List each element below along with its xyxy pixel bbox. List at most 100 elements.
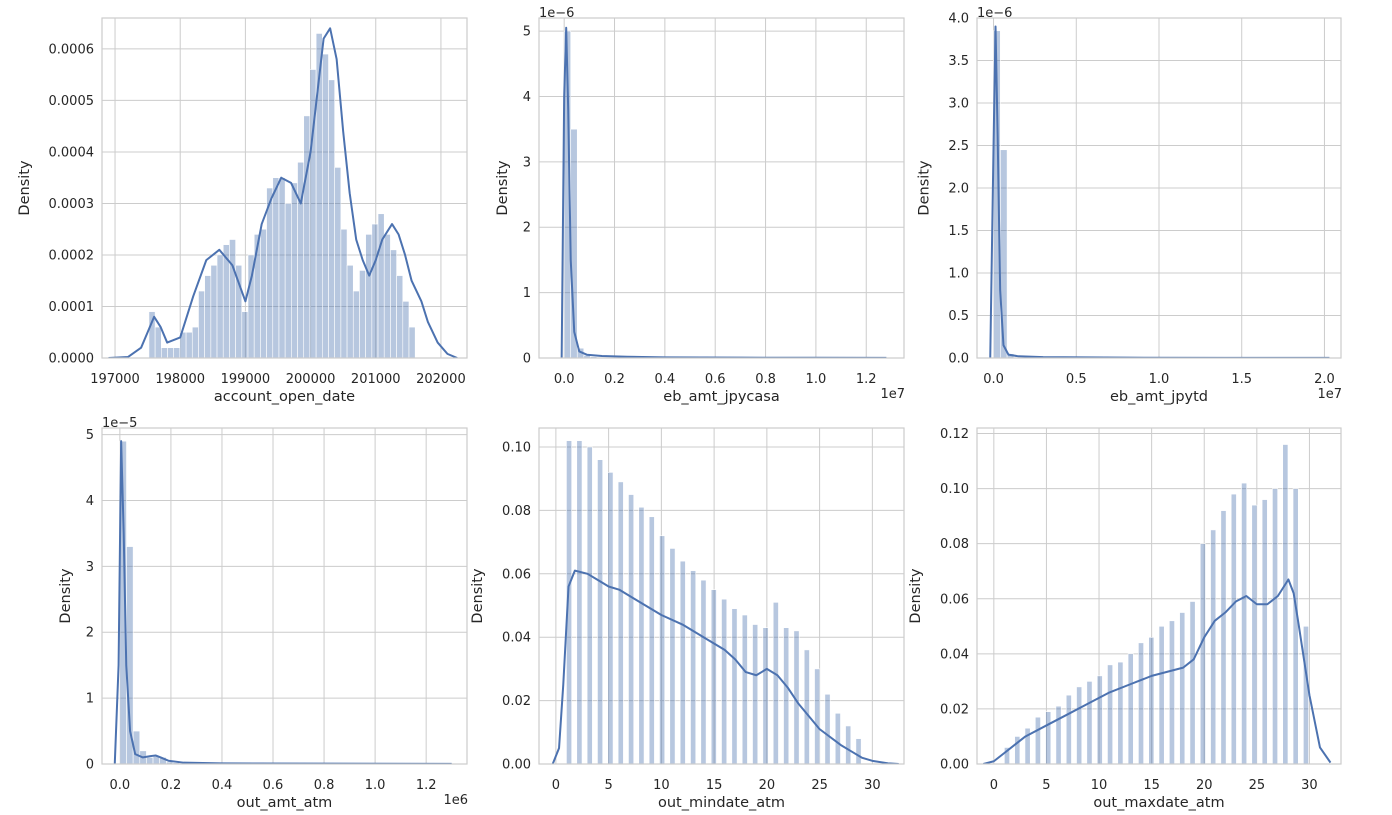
y-tick-label: 0 <box>86 758 94 773</box>
histogram-bar <box>204 275 212 358</box>
y-tick-label: 0.08 <box>940 537 969 552</box>
x-tick-label: 199000 <box>221 372 271 387</box>
y-tick-label: 0.04 <box>940 647 969 662</box>
histogram-bar <box>659 535 666 764</box>
x-tick-label: 25 <box>1249 778 1266 793</box>
y-offset-label: 1e−5 <box>102 416 137 431</box>
histogram-bar <box>402 301 410 358</box>
y-tick-label: 4 <box>523 90 531 105</box>
x-axis-label: account_open_date <box>214 389 355 405</box>
y-offset-label: 1e−6 <box>977 6 1012 21</box>
histogram-bar <box>576 440 583 764</box>
x-tick-label: 10 <box>653 778 670 793</box>
histogram-bar <box>303 115 311 358</box>
axes-frame <box>976 17 1342 359</box>
histogram-bar <box>1076 686 1083 764</box>
histogram-bar <box>1199 543 1206 764</box>
histogram-bar <box>1096 675 1103 764</box>
y-tick-label: 0.0003 <box>49 197 95 212</box>
x-tick-label: 0 <box>990 778 998 793</box>
x-tick-label: 5 <box>1042 778 1050 793</box>
histogram-bar <box>1127 653 1134 764</box>
histogram-bar <box>396 275 404 358</box>
x-tick-label: 0.5 <box>1066 372 1087 387</box>
x-tick-label: 0.2 <box>161 778 182 793</box>
histogram-bar <box>772 602 779 764</box>
histogram-bar <box>328 79 335 358</box>
histogram-bar <box>1034 716 1041 764</box>
y-tick-label: 0.0005 <box>49 94 95 109</box>
x-axis-label: eb_amt_jpytd <box>1110 389 1208 405</box>
x-tick-label: 1.0 <box>1149 372 1170 387</box>
histogram-bar <box>1000 149 1008 358</box>
histogram-bar <box>1210 529 1217 764</box>
histogram-bar <box>278 177 286 358</box>
y-tick-label: 0.06 <box>940 592 969 607</box>
histogram-bar <box>783 627 790 764</box>
histogram-bar <box>741 614 748 764</box>
histogram-bar <box>628 494 635 764</box>
x-tick-label: 10 <box>1091 778 1108 793</box>
y-tick-label: 0.04 <box>502 631 531 646</box>
x-tick-label: 1.2 <box>416 778 437 793</box>
histogram-bar <box>803 649 810 764</box>
histogram-bar <box>690 570 697 764</box>
histogram-bar <box>161 347 168 358</box>
subplot-4: 0.0 0.2 0.4 0.6 0.8 1.0 1.2 0 1 2 3 4 5 out_amt_atm De… <box>58 416 468 811</box>
kde-line <box>551 569 899 764</box>
plot-content <box>113 440 452 764</box>
histogram-bar <box>845 725 852 764</box>
histogram-bar <box>352 290 360 358</box>
x-tick-label: 5 <box>604 778 612 793</box>
y-tick-label: 0.10 <box>502 441 531 456</box>
y-tick-label: 2.5 <box>948 139 969 154</box>
histogram-bar <box>1014 736 1021 764</box>
histogram-bar <box>648 516 655 764</box>
x-tick-label: 202000 <box>416 372 466 387</box>
y-tick-label: 2 <box>86 626 94 641</box>
y-axis-label: Density <box>908 568 924 624</box>
y-tick-label: 2.0 <box>948 182 969 197</box>
kde-line <box>108 27 458 358</box>
y-tick-label: 0.0 <box>948 352 969 367</box>
y-tick-label: 0.12 <box>940 427 969 442</box>
y-tick-label: 1.5 <box>948 224 969 239</box>
x-offset-label: 1e7 <box>880 387 905 402</box>
histogram-bar <box>834 712 841 764</box>
histogram-bar <box>1045 711 1052 764</box>
histogram-bar <box>1065 694 1072 764</box>
x-tick-label: 0.8 <box>755 372 776 387</box>
y-axis-label: Density <box>470 568 486 624</box>
x-tick-label: 2.0 <box>1314 372 1335 387</box>
y-axis-label: Density <box>916 160 932 216</box>
x-tick-label: 0.6 <box>705 372 726 387</box>
histogram-bar <box>383 234 391 358</box>
x-axis-label: out_amt_atm <box>237 795 333 811</box>
histogram-bar <box>1179 612 1186 764</box>
axes-frame <box>101 427 468 765</box>
x-axis-label: out_mindate_atm <box>658 795 785 811</box>
histogram-bar <box>1189 601 1196 764</box>
histogram-bar <box>173 347 181 358</box>
histogram-bar <box>669 548 676 764</box>
histogram-bar <box>167 347 174 358</box>
histogram-bar <box>1138 642 1144 764</box>
histogram-bar <box>617 481 624 764</box>
x-tick-label: 30 <box>1301 778 1318 793</box>
x-tick-label: 198000 <box>155 372 205 387</box>
x-tick-label: 1.5 <box>1231 372 1252 387</box>
y-tick-label: 0.5 <box>948 309 969 324</box>
y-tick-label: 0.0001 <box>49 300 95 315</box>
histogram-bar <box>1086 681 1093 764</box>
histogram-bar <box>1158 625 1165 764</box>
histogram-bar <box>1230 493 1237 764</box>
x-axis-label: eb_amt_jpycasa <box>663 389 779 405</box>
histogram-bar <box>210 264 218 358</box>
histogram-bar <box>408 326 416 358</box>
x-tick-label: 0.0 <box>554 372 575 387</box>
y-tick-label: 5 <box>523 25 531 40</box>
y-tick-label: 0.00 <box>940 758 969 773</box>
y-tick-label: 4 <box>86 494 94 509</box>
y-tick-label: 0 <box>523 352 531 367</box>
y-tick-label: 0.00 <box>502 758 531 773</box>
